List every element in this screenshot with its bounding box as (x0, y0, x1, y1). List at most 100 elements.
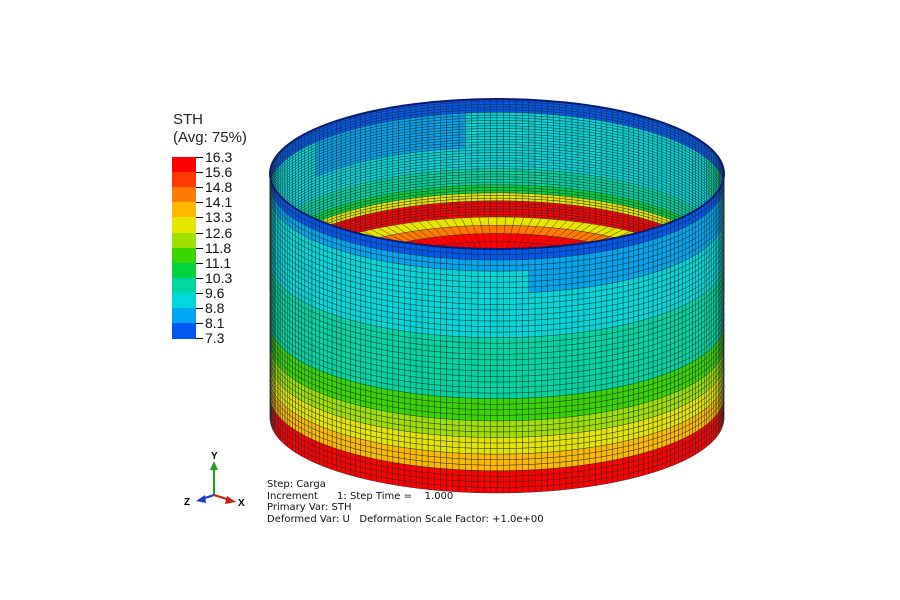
inner-wall-element (509, 168, 517, 172)
inner-wall-element (477, 184, 485, 188)
inner-wall-element (490, 165, 498, 169)
inner-wall-element (471, 139, 479, 143)
inner-wall-element (503, 176, 510, 180)
inner-wall-element (490, 157, 498, 161)
inner-wall-element (515, 136, 523, 140)
inner-wall-element (515, 147, 523, 151)
inner-wall-element (509, 187, 517, 191)
inner-wall-element (471, 203, 479, 207)
inner-wall-element (471, 171, 479, 175)
inner-wall-element (471, 184, 479, 189)
inner-wall-element (503, 184, 510, 188)
inner-wall-element (503, 181, 510, 186)
inner-wall-element (515, 125, 523, 130)
inner-wall-element (490, 208, 498, 212)
inner-wall-element (471, 195, 479, 199)
inner-wall-element (515, 128, 523, 132)
inner-wall-element (496, 192, 504, 196)
inner-wall-element (484, 184, 491, 188)
inner-wall-element (509, 101, 517, 105)
inner-wall-element (471, 107, 479, 111)
inner-wall-element (471, 168, 479, 173)
inner-wall-element (515, 214, 523, 218)
inner-wall-element (503, 189, 510, 194)
inner-wall-element (490, 120, 498, 124)
inner-wall-element (509, 184, 517, 188)
inner-wall-element (503, 152, 510, 156)
inner-wall-element (484, 125, 491, 129)
inner-wall-element (484, 114, 491, 119)
inner-wall-element (471, 123, 479, 127)
inner-wall-element (496, 106, 504, 110)
inner-wall-element (490, 163, 498, 167)
inner-wall-element (477, 192, 485, 197)
inner-wall-element (490, 211, 498, 215)
inner-wall-element (484, 106, 491, 111)
inner-wall-element (509, 200, 517, 205)
inner-wall-element (471, 163, 479, 167)
inner-wall-element (484, 211, 491, 215)
inner-wall-element (477, 173, 485, 178)
inner-wall-element (484, 195, 491, 199)
inner-wall-element (515, 155, 523, 159)
inner-wall-element (496, 187, 504, 191)
inner-wall-element (496, 184, 504, 188)
inner-wall-element (471, 112, 479, 116)
inner-wall-element (484, 149, 491, 153)
inner-wall-element (509, 123, 517, 127)
inner-wall-element (477, 182, 485, 186)
inner-wall-element (515, 144, 523, 148)
inner-wall-element (477, 157, 485, 162)
inner-wall-element (471, 211, 479, 216)
inner-wall-element (515, 158, 523, 162)
inner-wall-element (503, 179, 510, 183)
inner-wall-element (477, 123, 485, 127)
inner-wall-element (503, 168, 510, 172)
inner-wall-element (509, 155, 517, 159)
inner-wall-element (484, 147, 491, 151)
inner-wall-element (490, 117, 498, 121)
inner-wall-element (484, 101, 491, 105)
inner-wall-element (477, 195, 485, 199)
inner-wall-element (471, 147, 479, 151)
inner-wall-element (477, 152, 485, 156)
inner-wall-element (515, 123, 523, 127)
inner-wall-element (471, 190, 479, 194)
inner-wall-element (509, 173, 517, 178)
inner-wall-element (515, 141, 523, 146)
inner-wall-element (458, 214, 466, 219)
inner-wall-element (484, 155, 491, 159)
inner-wall-element (509, 182, 517, 186)
inner-wall-element (490, 198, 498, 202)
inner-wall-element (515, 115, 523, 119)
inner-wall-element (477, 114, 485, 119)
inner-wall-element (496, 171, 504, 175)
inner-wall-element (490, 144, 498, 148)
inner-wall-element (490, 125, 498, 129)
floor-element (487, 216, 498, 226)
inner-wall-element (477, 176, 485, 180)
inner-wall-element (490, 109, 498, 113)
inner-wall-element (515, 203, 523, 207)
inner-wall-element (503, 128, 510, 132)
inner-wall-element (503, 133, 510, 137)
inner-wall-element (496, 195, 504, 199)
inner-wall-element (471, 174, 479, 178)
inner-wall-element (490, 171, 498, 175)
inner-wall-element (496, 141, 504, 145)
inner-wall-element (503, 195, 510, 199)
inner-wall-element (503, 200, 510, 204)
inner-wall-element (477, 136, 485, 140)
inner-wall-element (503, 147, 510, 151)
inner-wall-element (496, 133, 504, 137)
inner-wall-element (515, 166, 523, 170)
inner-wall-element (503, 136, 510, 140)
inner-wall-element (503, 122, 510, 127)
inner-wall-element (503, 198, 510, 202)
inner-wall-element (477, 147, 485, 151)
inner-wall-element (496, 104, 504, 108)
inner-wall-element (471, 141, 479, 146)
inner-wall-element (477, 128, 485, 132)
inner-wall-element (471, 182, 479, 186)
